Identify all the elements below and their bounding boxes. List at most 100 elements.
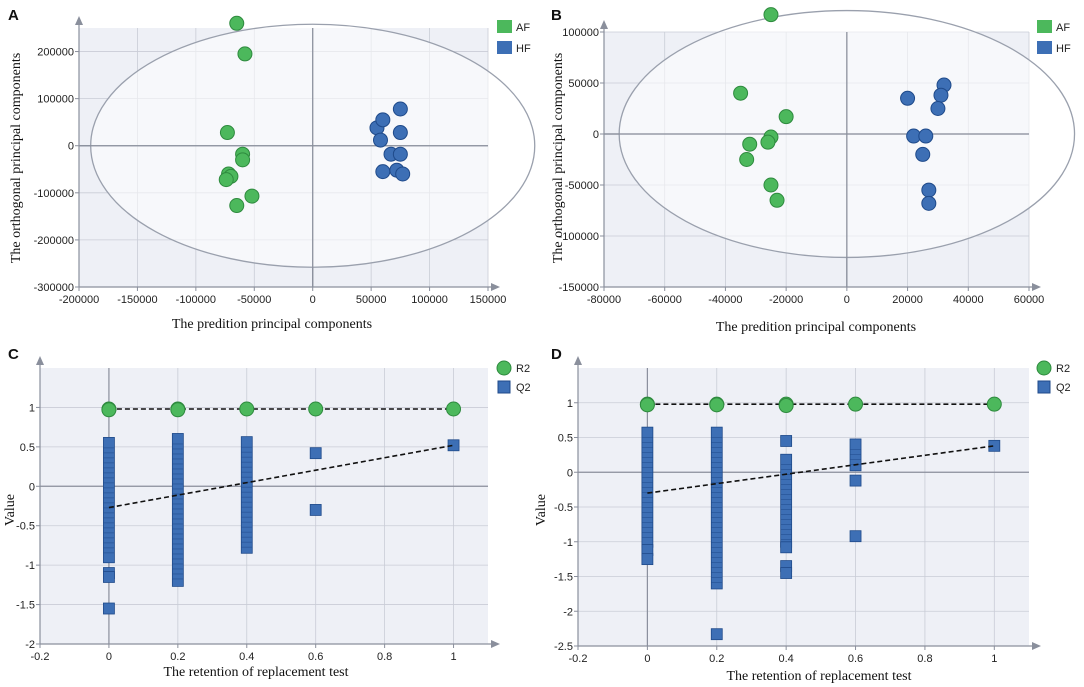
x-tick-label: 0.2	[709, 653, 724, 665]
y-axis-arrow	[75, 16, 83, 25]
q2-point	[780, 435, 793, 447]
point-af	[733, 85, 749, 101]
r2-point	[101, 402, 117, 418]
q2-point	[849, 530, 862, 543]
x-tick-label: -60000	[648, 294, 682, 306]
y-tick-label: -1	[563, 537, 573, 549]
y-tick-label: -1.5	[16, 600, 35, 612]
point-af	[229, 15, 245, 31]
point-af	[244, 188, 260, 204]
y-tick-label: -200000	[34, 235, 74, 247]
point-hf	[375, 112, 391, 128]
x-axis-arrow	[1032, 283, 1041, 291]
x-tick-label: -200000	[59, 294, 99, 306]
x-tick-label: 60000	[1014, 294, 1045, 306]
point-af	[769, 192, 785, 208]
y-tick-label: -300000	[34, 282, 74, 294]
x-axis-label: The retention of replacement test	[163, 665, 348, 680]
q2-point	[447, 439, 460, 452]
r2-point	[446, 401, 462, 417]
y-tick-label: 0.5	[20, 442, 35, 454]
point-af	[229, 198, 245, 214]
q2-column	[171, 433, 184, 587]
point-hf	[392, 146, 408, 162]
y-tick-label: 0.5	[558, 433, 573, 445]
panel-letter: D	[551, 346, 562, 363]
legend-af-label: AF	[1056, 22, 1070, 34]
legend-q2-marker	[1037, 380, 1051, 394]
legend-hf-label: HF	[1056, 43, 1071, 55]
x-tick-label: 0.8	[377, 651, 392, 663]
legend-q2-marker	[497, 380, 511, 394]
x-tick-label: 1	[991, 653, 997, 665]
point-af	[763, 177, 779, 193]
point-hf	[372, 132, 388, 148]
legend-af-label: AF	[516, 22, 530, 34]
panel-a: A -200000 -150000 -100000 -50000 0 50000 100000…	[8, 7, 536, 332]
y-tick-label: -100000	[559, 231, 599, 243]
legend-af-swatch	[497, 20, 512, 33]
panel-letter: A	[8, 7, 19, 24]
y-axis-label: The orthogonal principal components	[551, 53, 566, 263]
x-tick-label: 0.8	[917, 653, 932, 665]
y-tick-label: -1	[25, 560, 35, 572]
x-axis-label: The predition principal components	[172, 317, 372, 332]
q2-regression-line	[108, 444, 454, 509]
q2-point	[849, 474, 862, 487]
x-axis-label: The predition principal components	[716, 320, 916, 335]
q2-point	[309, 504, 322, 516]
point-hf	[933, 87, 949, 103]
point-hf	[921, 195, 937, 211]
x-tick-label: -0.2	[31, 651, 50, 663]
x-tick-label: 0.2	[170, 651, 185, 663]
y-tick-label: 100000	[562, 27, 599, 39]
q2-column	[849, 438, 862, 472]
point-af	[219, 125, 235, 141]
y-tick-label: -100000	[34, 188, 74, 200]
x-tick-label: -100000	[176, 294, 216, 306]
y-axis-arrow	[36, 356, 44, 365]
point-hf	[392, 101, 408, 117]
y-tick-label: -50000	[565, 180, 599, 192]
point-hf	[918, 128, 934, 144]
y-tick-label: 0	[29, 481, 35, 493]
legend-hf-label: HF	[516, 43, 531, 55]
y-tick-label: 1	[29, 402, 35, 414]
x-tick-label: 0.6	[848, 653, 863, 665]
legend-r2-marker	[496, 360, 512, 376]
point-hf	[915, 146, 931, 162]
y-axis-arrow	[574, 356, 582, 365]
legend-r2-label: R2	[516, 363, 530, 375]
y-axis-label: Value	[534, 494, 549, 526]
q2-point	[780, 541, 793, 554]
q2-column	[641, 426, 654, 548]
legend-af-swatch	[1037, 20, 1052, 33]
r2-point	[848, 396, 864, 412]
x-tick-label: 0	[644, 653, 650, 665]
x-tick-label: 0.6	[308, 651, 323, 663]
x-tick-label: 0	[106, 651, 112, 663]
y-tick-label: 200000	[37, 47, 74, 59]
y-tick-label: -0.5	[16, 521, 35, 533]
x-tick-label: -20000	[769, 294, 803, 306]
q2-point	[780, 567, 793, 579]
y-axis-arrow	[600, 20, 608, 29]
y-tick-label: -2.5	[554, 641, 573, 653]
q2-point	[103, 602, 115, 615]
legend-r2-label: R2	[1056, 363, 1070, 375]
q2-column	[103, 437, 115, 564]
x-tick-label: -150000	[117, 294, 157, 306]
point-af	[237, 46, 253, 62]
x-tick-label: 0	[844, 294, 850, 306]
y-tick-label: 100000	[37, 94, 74, 106]
legend-r2-marker	[1036, 360, 1052, 376]
x-tick-label: -50000	[237, 294, 271, 306]
panel-c: C -0.2 0 0.2 0.4 0.6 0.8 1 -2 -1.5 -1 -0.5 0 0.5 1 The …	[3, 346, 531, 680]
q2-column	[710, 426, 723, 590]
y-tick-label: 1	[567, 398, 573, 410]
y-tick-label: 50000	[568, 78, 599, 90]
x-tick-label: 40000	[953, 294, 984, 306]
panel-letter: C	[8, 346, 19, 363]
y-tick-label: -2	[25, 639, 35, 651]
